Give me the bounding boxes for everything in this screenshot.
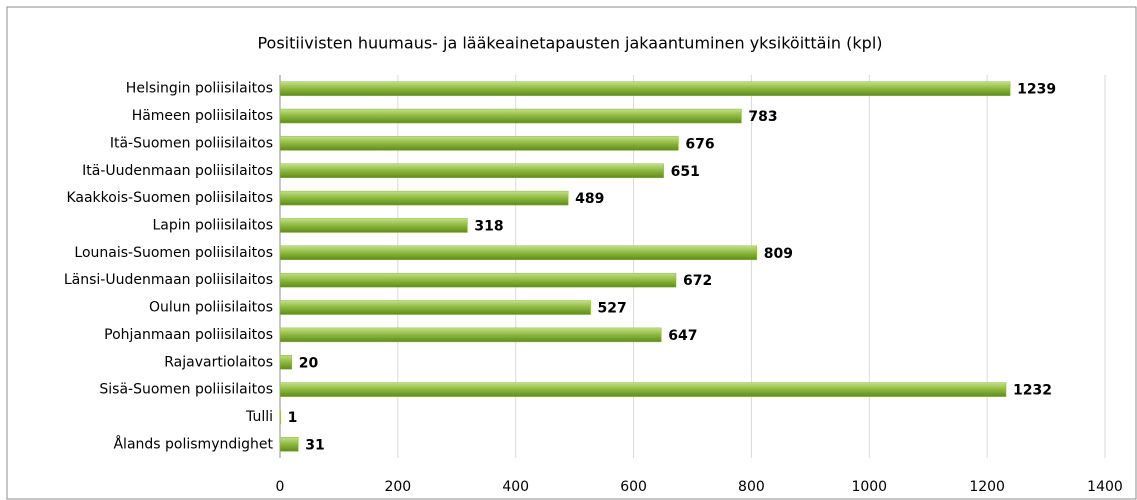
y-tick-label: Länsi-Uudenmaan poliisilaitos xyxy=(64,272,273,288)
data-label: 783 xyxy=(748,109,777,125)
bar xyxy=(279,272,677,288)
y-tick-label: Hämeen poliisilaitos xyxy=(132,108,273,124)
data-label: 527 xyxy=(598,301,627,317)
x-tick-label: 0 xyxy=(276,479,285,495)
y-tick-label: Itä-Suomen poliisilaitos xyxy=(110,135,273,151)
data-label: 651 xyxy=(671,164,700,180)
bar xyxy=(279,218,468,233)
y-tick-label: Pohjanmaan poliisilaitos xyxy=(104,327,273,343)
x-tick-label: 1000 xyxy=(851,479,887,495)
x-tick-label: 600 xyxy=(620,479,647,495)
y-tick-label: Lapin poliisilaitos xyxy=(153,217,274,233)
bar xyxy=(279,355,293,370)
bar xyxy=(279,382,1007,397)
x-tick-label: 1200 xyxy=(969,479,1005,495)
data-label: 489 xyxy=(575,191,604,207)
x-tick-label: 400 xyxy=(502,479,529,495)
data-label: 647 xyxy=(668,328,697,344)
data-label: 20 xyxy=(299,355,319,371)
bar xyxy=(279,245,757,261)
y-tick-label: Kaakkois-Suomen poliisilaitos xyxy=(66,190,273,206)
data-label: 318 xyxy=(474,218,503,234)
y-tick-label: Ålands polismyndighet xyxy=(113,435,273,452)
bar xyxy=(279,327,662,343)
x-tick-label: 1400 xyxy=(1087,479,1123,495)
data-label: 676 xyxy=(685,136,714,152)
y-tick-label: Rajavartiolaitos xyxy=(164,354,273,370)
data-label: 672 xyxy=(683,273,712,289)
y-tick-label: Oulun poliisilaitos xyxy=(149,300,273,316)
data-label: 1239 xyxy=(1017,82,1056,98)
bar xyxy=(279,300,591,315)
y-tick-label: Tulli xyxy=(245,409,273,425)
data-label: 1232 xyxy=(1013,383,1052,399)
data-label: 1 xyxy=(288,410,298,426)
x-tick-label: 200 xyxy=(384,479,411,495)
bar xyxy=(279,163,664,178)
bar xyxy=(279,190,569,206)
bar xyxy=(279,136,679,151)
chart-title: Positiivisten huumaus- ja lääkeainetapau… xyxy=(257,34,882,53)
bar xyxy=(279,409,281,425)
data-label: 809 xyxy=(764,246,793,262)
data-label: 31 xyxy=(305,437,324,453)
bar xyxy=(279,437,299,452)
y-tick-label: Itä-Uudenmaan poliisilaitos xyxy=(82,163,273,179)
y-tick-label: Helsingin poliisilaitos xyxy=(126,81,273,97)
bar xyxy=(279,81,1011,96)
y-tick-label: Sisä-Suomen poliisilaitos xyxy=(99,382,273,398)
bar xyxy=(279,108,742,124)
x-tick-label: 800 xyxy=(738,479,765,495)
y-tick-label: Lounais-Suomen poliisilaitos xyxy=(74,245,273,261)
